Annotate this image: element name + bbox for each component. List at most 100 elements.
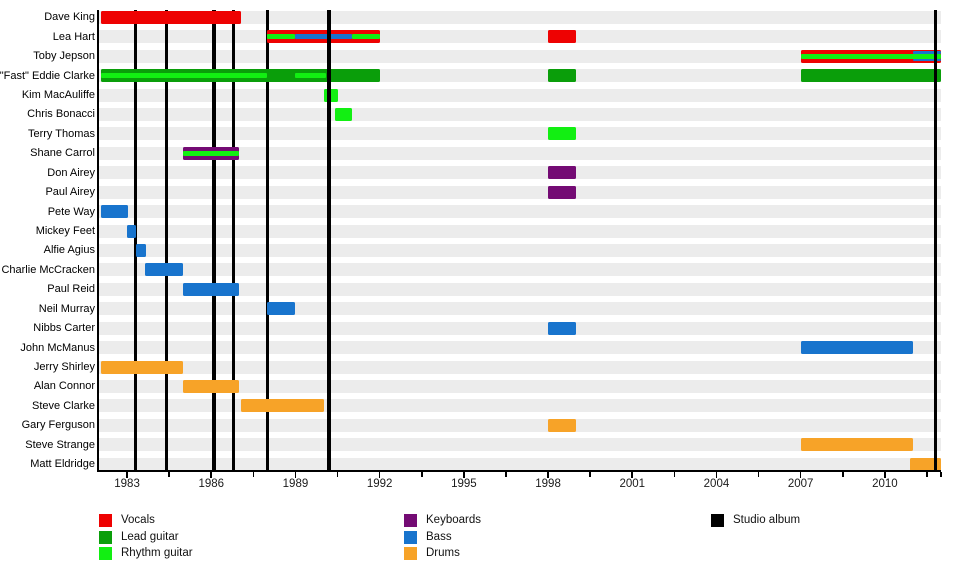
- x-axis-minor-tick: [757, 471, 760, 477]
- studio-album-line: [231, 10, 236, 470]
- member-name-label: Nibbs Carter: [33, 322, 95, 335]
- member-row-band: [99, 185, 941, 199]
- x-axis-year-label: 2010: [872, 478, 898, 490]
- member-row-band: [99, 166, 941, 180]
- member-tenure-bar: [100, 205, 129, 219]
- role-stripe-rhythm: [100, 73, 268, 79]
- legend-swatch-drums: [404, 547, 417, 560]
- x-axis-minor-tick: [940, 471, 942, 477]
- x-axis-major-tick: [799, 471, 802, 478]
- member-row-band: [99, 107, 941, 121]
- member-row-band: [99, 379, 941, 393]
- member-tenure-bar: [548, 127, 577, 141]
- member-tenure-bar: [548, 321, 577, 335]
- member-name-label: Neil Murray: [38, 302, 95, 315]
- member-name-label: Paul Reid: [47, 283, 95, 296]
- x-axis-major-tick: [126, 471, 128, 478]
- x-axis-year-label: 1989: [282, 478, 309, 490]
- member-row-band: [99, 399, 941, 413]
- legend-swatch-keyboards: [404, 514, 417, 527]
- role-stripe-rhythm: [183, 150, 240, 156]
- legend-label-rhythm: Rhythm guitar: [121, 547, 193, 559]
- member-tenure-bar: [548, 69, 577, 83]
- member-row-band: [99, 263, 941, 277]
- legend-label-vocals: Vocals: [121, 514, 155, 526]
- member-name-label: Charlie McCracken: [1, 263, 95, 276]
- x-axis-minor-tick: [252, 471, 255, 477]
- member-row-band: [99, 302, 941, 316]
- member-name-label: "Fast" Eddie Clarke: [0, 69, 95, 82]
- member-name-label: Lea Hart: [52, 30, 95, 43]
- member-name-label: Steve Clarke: [32, 399, 95, 412]
- legend-label-drums: Drums: [426, 547, 460, 559]
- member-row-band: [99, 341, 941, 355]
- legend-label-album: Studio album: [733, 514, 801, 526]
- member-tenure-bar: [183, 379, 240, 393]
- x-axis-year-label: 1986: [198, 478, 225, 490]
- member-tenure-bar: [267, 30, 380, 44]
- member-tenure-bar: [800, 341, 913, 355]
- member-row-band: [99, 10, 941, 24]
- x-axis-year-label: 1998: [535, 478, 561, 490]
- member-row-band: [99, 88, 941, 102]
- x-axis-minor-tick: [336, 471, 339, 477]
- member-tenure-bar: [910, 457, 941, 471]
- legend-swatch-bass: [404, 530, 417, 544]
- member-tenure-bar: [335, 107, 352, 121]
- member-name-label: John McManus: [20, 341, 95, 354]
- legend-label-lead: Lead guitar: [121, 530, 179, 543]
- x-axis-year-label: 1992: [366, 478, 393, 490]
- member-name-label: Dave King: [44, 11, 95, 24]
- role-stripe-rhythm: [295, 73, 327, 79]
- member-tenure-bar: [136, 243, 147, 257]
- role-stripe-bass: [295, 34, 352, 40]
- member-tenure-bar: [100, 10, 241, 24]
- member-tenure-bar: [548, 185, 577, 199]
- studio-album-line: [133, 10, 138, 470]
- x-axis-minor-tick: [926, 471, 928, 477]
- member-name-label: Gary Ferguson: [21, 419, 95, 432]
- member-name-label: Terry Thomas: [27, 127, 95, 140]
- member-name-label: Mickey Feet: [35, 225, 95, 238]
- member-name-label: Matt Eldridge: [30, 458, 95, 471]
- member-tenure-bar: [127, 224, 137, 238]
- member-row-band: [99, 49, 941, 63]
- x-axis-minor-tick: [420, 471, 423, 477]
- x-axis-year-label: 2001: [619, 478, 646, 490]
- member-tenure-bar: [183, 146, 240, 160]
- x-axis-year-label: 1983: [114, 478, 140, 490]
- x-axis-major-tick: [210, 471, 213, 478]
- member-tenure-bar: [145, 263, 184, 277]
- x-axis-major-tick: [294, 471, 297, 478]
- x-axis-line: [97, 470, 941, 472]
- x-axis-year-label: 2007: [787, 478, 814, 490]
- x-axis-minor-tick: [841, 471, 844, 477]
- member-name-label: Jerry Shirley: [33, 361, 95, 374]
- y-axis-line: [97, 10, 99, 470]
- member-tenure-bar: [267, 302, 296, 316]
- member-row-band: [99, 438, 941, 452]
- legend-label-keyboards: Keyboards: [426, 514, 481, 526]
- member-name-label: Alfie Agius: [43, 244, 95, 257]
- legend-swatch-lead: [99, 530, 112, 544]
- member-name-label: Don Airey: [47, 166, 95, 179]
- x-axis-minor-tick: [673, 471, 676, 477]
- member-row-band: [99, 205, 941, 219]
- member-row-band: [99, 30, 941, 44]
- member-tenure-bar: [548, 30, 577, 44]
- studio-album-line: [933, 10, 938, 470]
- legend-swatch-rhythm: [99, 547, 112, 560]
- studio-album-line: [265, 10, 270, 470]
- member-name-label: Chris Bonacci: [27, 108, 95, 121]
- legend-label-bass: Bass: [426, 530, 452, 543]
- role-stripe-bass: [912, 51, 941, 54]
- member-name-label: Steve Strange: [25, 438, 95, 451]
- member-name-label: Shane Carrol: [30, 147, 95, 160]
- legend-swatch-album: [711, 514, 724, 527]
- member-tenure-bar: [800, 69, 941, 83]
- role-stripe-bass: [912, 58, 941, 62]
- member-name-label: Toby Jepson: [33, 50, 95, 63]
- role-stripe-rhythm: [351, 34, 380, 40]
- role-stripe-rhythm: [800, 53, 941, 59]
